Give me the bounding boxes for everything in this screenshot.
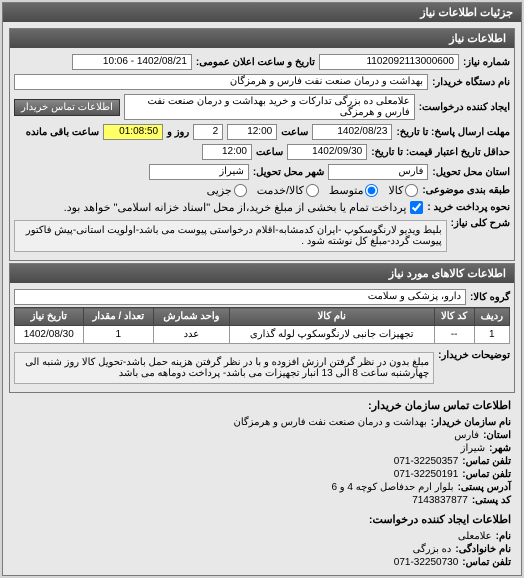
- goods-header: اطلاعات کالاهای مورد نیاز: [10, 264, 514, 283]
- province-field: فارس: [328, 164, 428, 180]
- creator-name: علامعلی: [458, 531, 492, 542]
- col-unit: واحد شمارش: [154, 308, 230, 326]
- deadline-time-label: ساعت: [281, 127, 308, 138]
- main-panel: جزئیات اطلاعات نیاز اطلاعات نیاز شماره ن…: [2, 2, 522, 576]
- creator-title: اطلاعات ایجاد کننده درخواست:: [7, 509, 517, 528]
- org-city-label: شهر:: [489, 443, 511, 454]
- goods-table: ردیف کد کالا نام کالا واحد شمارش تعداد /…: [14, 307, 510, 344]
- pkg-radio-all[interactable]: [405, 184, 418, 197]
- group-label: گروه کالا:: [470, 292, 510, 303]
- validity-time-label: ساعت: [256, 147, 283, 158]
- pkg-radio-partial[interactable]: [234, 184, 247, 197]
- buyer-note-label: توضیحات خریدار:: [438, 350, 510, 361]
- org-contact-title: اطلاعات تماس سازمان خریدار:: [7, 395, 517, 414]
- deadline-time-field: 12:00: [227, 124, 277, 140]
- buyer-field: بهداشت و درمان صنعت نفت فارس و هرمزگان: [14, 74, 428, 90]
- validity-time-field: 12:00: [202, 144, 252, 160]
- goods-panel: اطلاعات کالاهای مورد نیاز گروه کالا: دار…: [9, 263, 515, 393]
- col-qty: تعداد / مقدار: [83, 308, 153, 326]
- org-post: 7143837877: [412, 495, 468, 506]
- announce-label: تاریخ و ساعت اعلان عمومی:: [196, 57, 315, 68]
- creator-family: ده بزرگی: [413, 544, 452, 555]
- buyer-label: نام دستگاه خریدار:: [432, 77, 510, 88]
- col-row: ردیف: [474, 308, 509, 326]
- pkg-all-label: کالا: [388, 184, 403, 197]
- days-field: 2: [193, 124, 223, 140]
- city-label: شهر محل تحویل:: [253, 167, 325, 178]
- org-fax-label: تلفن تماس:: [462, 469, 511, 480]
- pkg-partial-label: جزیی: [207, 184, 232, 197]
- org-contact-section: نام سازمان خریدار: بهداشت و درمان صنعت نف…: [7, 414, 517, 509]
- creator-section: نام: علامعلی نام خانوادگی:ده بزرگی تلفن ت…: [7, 528, 517, 571]
- org-fax: 071-32250191: [394, 469, 459, 480]
- request-no-label: شماره نیاز:: [463, 57, 510, 68]
- org-tel: 071-32250357: [394, 456, 459, 467]
- cell-code: --: [434, 326, 474, 344]
- pkg-small-label: کالا/خدمت: [257, 184, 304, 197]
- cell-qty: 1: [83, 326, 153, 344]
- creator-name-label: نام:: [496, 531, 511, 542]
- pkg-radio-medium[interactable]: [365, 184, 378, 197]
- creator-tel-label: تلفن تماس:: [462, 557, 511, 568]
- group-field: دارو، پزشکی و سلامت: [14, 289, 466, 305]
- creator-tel: 071-32250730: [394, 557, 459, 568]
- deadline-date-field: 1402/08/23: [312, 124, 392, 140]
- table-row[interactable]: 1 -- تجهیزات جانبی لارنگوسکوپ لوله گذاری…: [15, 326, 510, 344]
- remain-field: 01:08:50: [103, 124, 163, 140]
- desc-label: شرح کلی نیاز:: [451, 218, 510, 229]
- pkg-medium-label: متوسط: [329, 184, 364, 197]
- request-no-field: 1102092113000600: [319, 54, 459, 70]
- pkg-radio-small[interactable]: [306, 184, 319, 197]
- need-info-panel: اطلاعات نیاز شماره نیاز: 110209211300060…: [9, 28, 515, 261]
- org-addr: بلوار ارم حدفاصل کوچه 4 و 6: [331, 482, 453, 493]
- org-label: نام سازمان خریدار:: [431, 417, 511, 428]
- package-radio-group: کالا متوسط کالا/خدمت جزیی: [207, 184, 419, 197]
- payment-label: نحوه پرداخت خرید :: [427, 202, 510, 213]
- requester-field: علامعلی ده بزرگی تدارکات و خرید بهداشت و…: [124, 94, 415, 120]
- deadline-label: مهلت ارسال پاسخ: تا تاریخ:: [396, 127, 510, 138]
- org-value: بهداشت و درمان صنعت نفت فارس و هرمزگان: [234, 417, 427, 428]
- payment-note: پرداخت تمام یا بخشی از مبلغ خرید،از محل …: [64, 201, 407, 214]
- payment-checkbox[interactable]: [410, 201, 423, 214]
- contact-button[interactable]: اطلاعات تماس خریدار: [14, 99, 120, 116]
- cell-name: تجهیزات جانبی لارنگوسکوپ لوله گذاری: [229, 326, 434, 344]
- org-post-label: کد پستی:: [472, 495, 511, 506]
- days-label: روز و: [167, 127, 189, 138]
- org-prov-label: استان:: [483, 430, 511, 441]
- desc-box: بلیط ویدیو لارنگوسکوپ -ایران کدمشابه-اقل…: [14, 220, 447, 252]
- buyer-note-box: مبلغ بدون در نظر گرفتن ارزش افزوده و با …: [14, 352, 434, 384]
- validity-label: حداقل تاریخ اعتبار قیمت: تا تاریخ:: [371, 147, 510, 158]
- creator-family-label: نام خانوادگی:: [455, 544, 511, 555]
- city-field: شیراز: [149, 164, 249, 180]
- col-code: کد کالا: [434, 308, 474, 326]
- col-name: نام کالا: [229, 308, 434, 326]
- cell-date: 1402/08/30: [15, 326, 84, 344]
- main-header: جزئیات اطلاعات نیاز: [3, 3, 521, 22]
- org-tel-label: تلفن تماس:: [462, 456, 511, 467]
- org-city: شیراز: [461, 443, 486, 454]
- announce-field: 1402/08/21 - 10:06: [72, 54, 192, 70]
- cell-idx: 1: [474, 326, 509, 344]
- validity-date-field: 1402/09/30: [287, 144, 367, 160]
- package-label: طبقه بندی موضوعی:: [422, 185, 510, 196]
- org-addr-label: آدرس پستی:: [458, 482, 511, 493]
- col-date: تاریخ نیاز: [15, 308, 84, 326]
- remain-label: ساعت باقی مانده: [26, 127, 99, 138]
- org-prov: فارس: [454, 430, 479, 441]
- cell-unit: عدد: [154, 326, 230, 344]
- need-info-header: اطلاعات نیاز: [10, 29, 514, 48]
- province-label: استان محل تحویل:: [432, 167, 510, 178]
- requester-label: ایجاد کننده درخواست:: [419, 102, 510, 113]
